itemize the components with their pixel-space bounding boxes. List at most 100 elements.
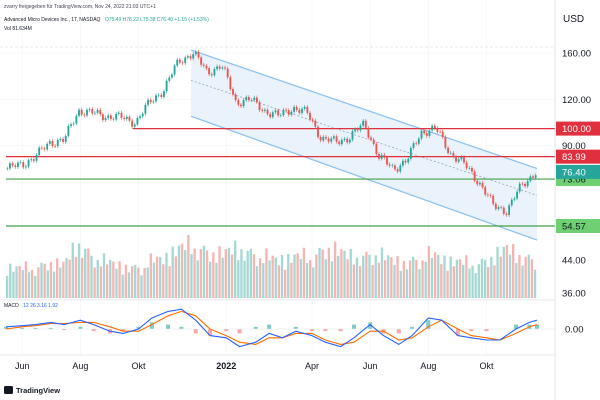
candle-body	[70, 124, 72, 127]
volume-bar	[224, 249, 227, 298]
volume-bar	[202, 245, 206, 298]
volume-bar	[462, 264, 465, 298]
candle-body	[428, 130, 431, 136]
volume-bar	[465, 255, 468, 298]
candle-body	[401, 160, 404, 166]
macd-histogram-bar	[455, 329, 460, 336]
volume-bar	[443, 255, 446, 298]
volume-bar	[383, 260, 387, 298]
candle-body	[391, 165, 394, 167]
volume-bar	[18, 265, 21, 298]
candle-body	[216, 66, 219, 70]
macd-histogram-bar	[368, 322, 373, 329]
candle-body	[399, 165, 402, 172]
volume-bar	[412, 256, 415, 298]
candle-body	[415, 143, 418, 144]
macd-histogram-bar	[91, 329, 96, 332]
macd-legend[interactable]: MACD 12 26 3.16 1.92	[4, 303, 58, 309]
volume-bar	[102, 253, 106, 298]
candle-body	[439, 131, 442, 133]
volume-bar	[193, 248, 196, 298]
volume-bar	[387, 255, 390, 298]
volume-bar	[374, 255, 377, 298]
candle-body	[38, 147, 41, 155]
candle-body	[123, 117, 126, 120]
candle-body	[242, 100, 245, 107]
symbol-legend[interactable]: Advanced Micro Devices Inc., 1T, NASDAQ …	[4, 17, 209, 23]
macd-histogram-bar	[351, 324, 356, 329]
candle-body	[14, 165, 17, 167]
volume-bar	[218, 246, 221, 298]
candle-body	[455, 156, 457, 162]
level-tag-green-label: 54.57	[562, 222, 586, 233]
candle-body	[463, 156, 465, 163]
candle-body	[481, 182, 484, 188]
volume-bar	[480, 258, 484, 298]
candle-body	[423, 130, 426, 134]
volume-bar	[402, 260, 406, 298]
volume-bar	[512, 243, 515, 298]
volume-bar	[77, 243, 81, 298]
volume-bar	[471, 265, 474, 298]
volume-bar	[296, 253, 299, 298]
volume-bar	[405, 269, 409, 298]
volume-bar	[49, 262, 53, 298]
volume-bar	[65, 257, 68, 298]
volume-bar	[137, 267, 140, 298]
volume-legend[interactable]: Vol 81.634M	[4, 26, 32, 32]
time-tick-label: Jun	[363, 361, 378, 371]
volume-bar	[162, 264, 165, 298]
volume-bar	[415, 259, 418, 298]
candle-body	[370, 137, 372, 140]
volume-bar	[530, 259, 534, 298]
candle-body	[492, 195, 495, 204]
candle-body	[298, 109, 301, 113]
macd-histogram-bar	[224, 329, 229, 332]
macd-histogram-bar	[149, 322, 154, 329]
volume-bar	[190, 254, 193, 298]
candle-body	[306, 106, 309, 113]
volume-bar	[127, 272, 131, 298]
volume-bar	[508, 254, 512, 298]
candle-body	[258, 102, 261, 111]
candle-body	[285, 109, 288, 111]
candle-body	[457, 159, 460, 162]
candle-body	[32, 159, 35, 161]
channel-lower-line	[190, 115, 538, 241]
macd-histogram-bar	[410, 326, 415, 329]
candle-body	[380, 154, 383, 159]
macd-histogram-bar	[4, 326, 8, 329]
volume-bar	[215, 262, 218, 298]
volume-bar	[118, 261, 121, 298]
candle-body	[303, 106, 306, 109]
volume-bar	[174, 256, 177, 298]
candle-body	[338, 141, 341, 145]
candle-body	[261, 110, 264, 111]
price-tags: 100.00 83.99 73.06 54.57 76.40	[556, 121, 600, 233]
volume-bar	[312, 267, 315, 298]
candle-body	[524, 183, 526, 187]
volume-bar	[440, 264, 443, 298]
volume-bar	[452, 266, 455, 298]
level-tag-green-bg	[556, 219, 600, 233]
volume-bar	[352, 264, 356, 298]
volume-bar	[318, 247, 321, 298]
macd-histogram-bar	[237, 329, 242, 334]
macd-histogram-bar	[208, 329, 213, 336]
candle-body	[444, 136, 447, 148]
candle-body	[420, 130, 423, 139]
volume-bar	[418, 269, 421, 298]
volume-bar	[52, 271, 56, 298]
volume-bar	[505, 245, 509, 298]
candle-body	[263, 109, 266, 111]
volume-bar	[524, 256, 527, 298]
candle-body	[335, 136, 338, 142]
candle-body	[19, 162, 22, 163]
volume-bar	[159, 257, 162, 298]
volume-bar	[71, 242, 74, 298]
volume-bar	[74, 256, 78, 298]
volume-bar	[246, 250, 249, 298]
candle-body	[277, 110, 280, 116]
